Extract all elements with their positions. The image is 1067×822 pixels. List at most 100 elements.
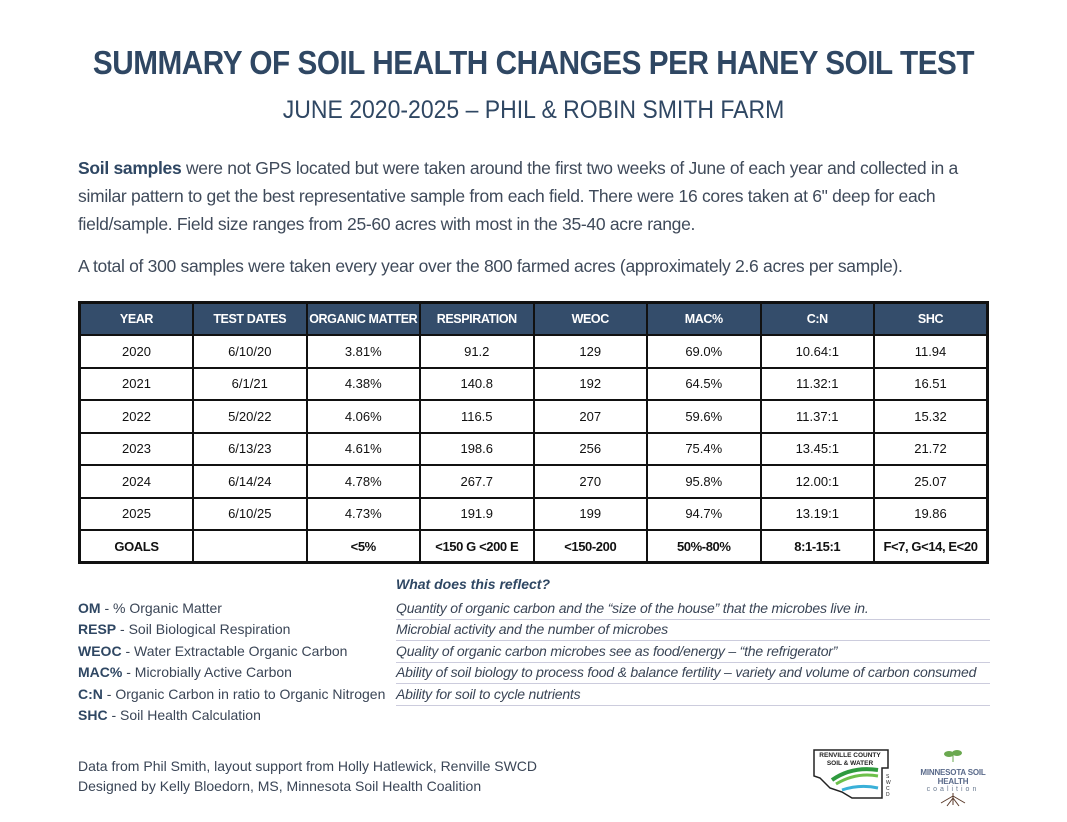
column-header: ORGANIC MATTER (305, 301, 421, 336)
goal-cell: 8:1-15:1 (759, 529, 875, 564)
table-cell: 267.7 (419, 464, 535, 499)
svg-text:RENVILLE COUNTY: RENVILLE COUNTY (819, 752, 881, 759)
goal-cell: GOALS (78, 529, 194, 564)
legend-item: RESP - Soil Biological Respiration Microb… (78, 619, 990, 642)
table-cell: 6/10/20 (192, 334, 308, 369)
column-header: MAC% (646, 301, 762, 336)
legend-item: WEOC - Water Extractable Organic Carbon Q… (78, 641, 990, 663)
table-cell: 199 (532, 496, 648, 531)
goals-row: GOALS <5% <150 G <200 E <150-200 50%-80% 8:1-… (78, 529, 989, 564)
table-cell: 2024 (78, 464, 194, 499)
table-cell: 2025 (78, 496, 194, 531)
table-cell: 4.61% (305, 431, 421, 466)
table-cell: 4.73% (305, 496, 421, 531)
table-cell: 12.00:1 (759, 464, 875, 499)
legend-description: Microbial activity and the number of mic… (396, 619, 990, 642)
table-cell: 25.07 (873, 464, 989, 499)
table-cell: 94.7% (646, 496, 762, 531)
table-cell: 4.06% (305, 399, 421, 434)
legend-term: SHC - Soil Health Calculation (78, 705, 261, 726)
samples-paragraph: A total of 300 samples were taken every … (78, 256, 903, 276)
table-cell: 191.9 (419, 496, 535, 531)
table-cell: 6/14/24 (192, 464, 308, 499)
table-cell: 13.19:1 (759, 496, 875, 531)
mn-soil-health-coalition-logo: MINNESOTA SOIL HEALTH coalition (905, 748, 1001, 807)
logo-title: MINNESOTA SOIL HEALTH (920, 768, 986, 786)
legend-item: C:N - Organic Carbon in ratio to Organic… (78, 684, 990, 706)
page-title: SUMMARY OF SOIL HEALTH CHANGES PER HANEY… (92, 44, 975, 81)
svg-text:W: W (886, 780, 891, 786)
legend-term: MAC% - Microbially Active Carbon (78, 662, 292, 683)
table-row: 2021 6/1/21 4.38% 140.8 192 64.5% 11.32:1 16.51 (78, 366, 989, 401)
intro-text: were not GPS located but were taken arou… (78, 158, 958, 234)
legend-abbr: OM (78, 600, 101, 616)
legend-description: Ability for soil to cycle nutrients (396, 684, 990, 706)
table-cell: 192 (532, 366, 648, 401)
renville-swcd-logo: RENVILLE COUNTY SOIL & WATER S W C D (812, 748, 892, 800)
footer-line: Data from Phil Smith, layout support fro… (78, 758, 538, 774)
roots-icon (940, 793, 966, 807)
column-header: C:N (759, 301, 875, 336)
legend-name: - Microbially Active Carbon (122, 664, 292, 681)
table-cell: 11.32:1 (759, 366, 875, 401)
legend-name: - Organic Carbon in ratio to Organic Nit… (102, 685, 386, 702)
table-row: 2025 6/10/25 4.73% 191.9 199 94.7% 13.19:1 19.8… (78, 496, 989, 531)
table-header-row: YEAR TEST DATES ORGANIC MATTER RESPIRATION W… (78, 301, 989, 336)
table-cell: 207 (532, 399, 648, 434)
table-row: 2020 6/10/20 3.81% 91.2 129 69.0% 10.64:1 11.94 (78, 334, 989, 369)
table-cell: 2023 (78, 431, 194, 466)
svg-text:SOIL & WATER: SOIL & WATER (827, 760, 874, 767)
table-cell: 19.86 (873, 496, 989, 531)
table-cell: 13.45:1 (759, 431, 875, 466)
legend-name: - Water Extractable Organic Carbon (121, 642, 348, 659)
goal-cell: <150 G <200 E (419, 529, 535, 564)
svg-text:C: C (886, 786, 890, 792)
column-header: TEST DATES (192, 301, 308, 336)
soil-data-table: YEAR TEST DATES ORGANIC MATTER RESPIRATION W… (78, 301, 989, 564)
sprout-icon (944, 750, 962, 762)
goal-cell (192, 529, 308, 564)
table-cell: 4.38% (305, 366, 421, 401)
page-subtitle: JUNE 2020-2025 – PHIL & ROBIN SMITH FARM (282, 96, 785, 124)
legend-description: Quality of organic carbon microbes see a… (396, 641, 990, 663)
table-cell: 75.4% (646, 431, 762, 466)
table-cell: 6/13/23 (192, 431, 308, 466)
legend-name: - % Organic Matter (100, 600, 222, 616)
legend-term: RESP - Soil Biological Respiration (78, 619, 290, 640)
table-cell: 3.81% (305, 334, 421, 369)
goal-cell: <5% (305, 529, 421, 564)
table-cell: 91.2 (419, 334, 535, 369)
legend-description: Quantity of organic carbon and the “size… (396, 598, 990, 620)
table-cell: 59.6% (646, 399, 762, 434)
table-cell: 129 (532, 334, 648, 369)
table-cell: 116.5 (419, 399, 535, 434)
table-cell: 270 (532, 464, 648, 499)
legend-abbr: RESP (78, 621, 117, 638)
legend-name: - Soil Health Calculation (107, 707, 261, 723)
svg-text:S: S (886, 774, 890, 780)
table-cell: 95.8% (646, 464, 762, 499)
table-cell: 2020 (78, 334, 194, 369)
table-cell: 4.78% (305, 464, 421, 499)
table-cell: 2021 (78, 366, 194, 401)
svg-text:D: D (886, 792, 890, 798)
intro-bold: Soil samples (78, 158, 182, 178)
table-cell: 2022 (78, 399, 194, 434)
table-cell: 11.37:1 (759, 399, 875, 434)
column-header: WEOC (532, 301, 648, 336)
legend-abbr: WEOC (78, 642, 122, 659)
legend-term: C:N - Organic Carbon in ratio to Organic… (78, 684, 385, 705)
table-row: 2022 5/20/22 4.06% 116.5 207 59.6% 11.37:1 15.3… (78, 399, 989, 434)
legend-item: MAC% - Microbially Active Carbon Ability … (78, 662, 990, 685)
legend-item: OM - % Organic Matter Quantity of organic… (78, 598, 990, 620)
table-row: 2023 6/13/23 4.61% 198.6 256 75.4% 13.45:1 21.7… (78, 431, 989, 466)
legend-heading: What does this reflect? (396, 576, 551, 592)
legend-description: Ability of soil biology to process food … (396, 662, 990, 685)
legend-item: SHC - Soil Health Calculation (78, 705, 990, 726)
table-row: 2024 6/14/24 4.78% 267.7 270 95.8% 12.00:1 25.0… (78, 464, 989, 499)
intro-paragraph: Soil samples were not GPS located but we… (78, 154, 998, 238)
goal-cell: <150-200 (532, 529, 648, 564)
column-header: SHC (873, 301, 989, 336)
table-cell: 15.32 (873, 399, 989, 434)
table-cell: 16.51 (873, 366, 989, 401)
